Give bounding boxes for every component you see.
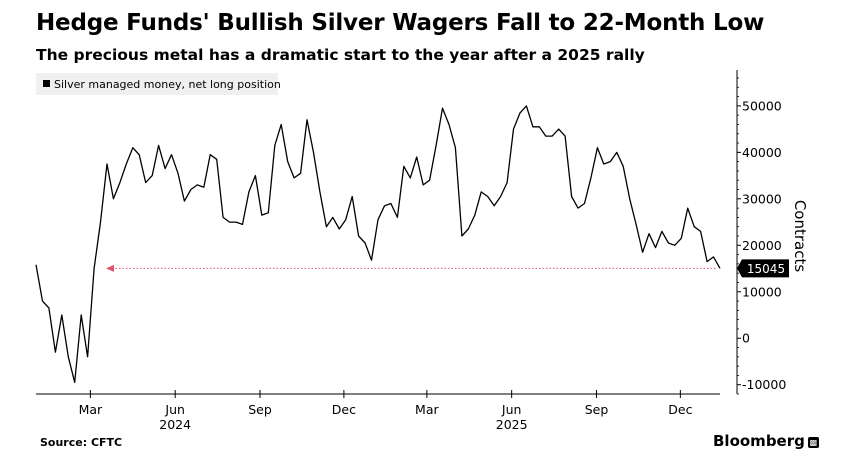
brand-logo: Bloomberg ▩ [713,432,819,450]
y-tick-label: 10000 [742,284,782,299]
legend-label: Silver managed money, net long position [54,78,281,91]
last-value-badge [737,259,789,278]
x-tick-label: Sep [248,402,272,417]
y-tick-label: 0 [742,331,750,346]
legend-swatch [43,80,50,87]
x-tick-label: Dec [668,402,692,417]
y-tick-label: 20000 [742,238,782,253]
x-tick-label: Dec [332,402,356,417]
x-tick-label: Jun [501,402,522,417]
chart-title: Hedge Funds' Bullish Silver Wagers Fall … [36,10,765,36]
bloomberg-logo-icon: ▩ [807,437,819,448]
y-tick-label: -10000 [742,377,786,392]
x-tick-label: Mar [415,402,439,417]
y-tick-label: 30000 [742,191,782,206]
x-tick-label: Mar [79,402,103,417]
brand-name: Bloomberg [713,432,805,450]
y-tick-label: 50000 [742,98,782,113]
chart-subtitle: The precious metal has a dramatic start … [36,46,645,64]
y-axis-title: Contracts [791,200,809,273]
x-tick-label: Sep [585,402,609,417]
legend: Silver managed money, net long position [36,73,281,95]
source-note: Source: CFTC [40,436,123,449]
x-year-label: 2025 [496,417,528,432]
reference-arrow-icon [106,264,114,272]
y-tick-label: 40000 [742,145,782,160]
x-year-label: 2024 [159,417,191,432]
last-value-label: 15045 [747,262,785,276]
series-line-0 [35,105,721,384]
x-tick-label: Jun [164,402,185,417]
legend-background [36,73,278,95]
